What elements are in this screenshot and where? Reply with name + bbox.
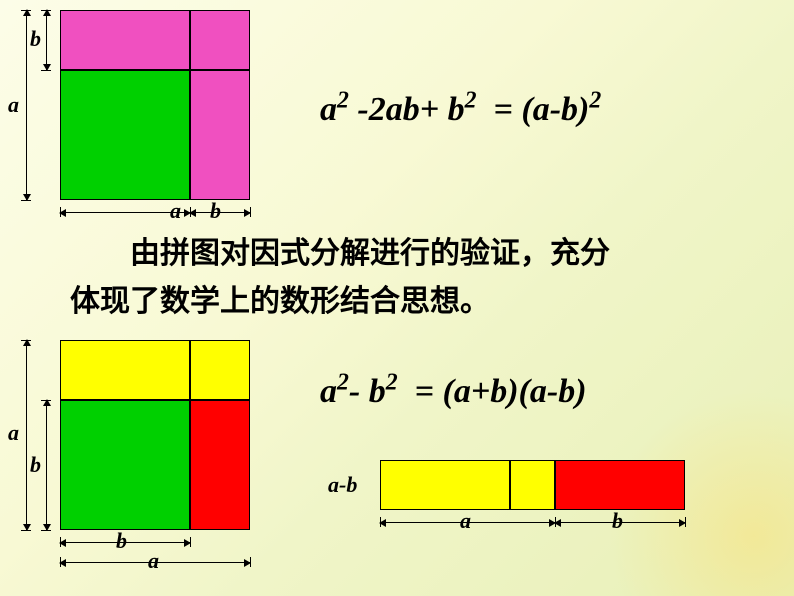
d1-label-a-left: a [8, 92, 19, 118]
d2-tick-a-top [21, 340, 31, 341]
d3-label-b-bottom: b [612, 508, 623, 534]
diagram-1 [60, 10, 250, 200]
d2-rect-top-right [190, 340, 250, 400]
d1-tick-a-top [21, 10, 31, 11]
diagram-3 [380, 460, 685, 510]
d1-rect-top-right [190, 10, 250, 70]
d2-label-a-bottom: a [148, 548, 159, 574]
d2-tick-ab-l [60, 557, 61, 567]
d3-label-ab-left: a-b [328, 472, 357, 498]
d1-dim-b-left [46, 10, 47, 70]
d2-rect-bottom-left [60, 400, 190, 530]
d1-rect-bottom-right [190, 70, 250, 200]
body-line-2: 体现了数学上的数形结合思想。 [70, 278, 750, 326]
background-decoration [594, 296, 794, 596]
d1-rect-top-left [60, 10, 190, 70]
d1-tick-b-top [41, 10, 51, 11]
body-line-1: 由拼图对因式分解进行的验证，充分 [70, 230, 750, 278]
d3-tick-a-l [380, 517, 381, 527]
formula-2-text: a2- b2 = (a+b)(a-b) [320, 373, 587, 410]
d2-label-a-left: a [8, 420, 19, 446]
d1-tick-b-bot [41, 70, 51, 71]
d1-tick-ab-l [60, 207, 61, 217]
d2-tick-bb-l [60, 537, 61, 547]
formula-1: a2 -2ab+ b2 = (a-b)2 [320, 88, 601, 129]
d3-rect-2 [510, 460, 555, 510]
d2-tick-bb-r [190, 537, 191, 547]
formula-2: a2- b2 = (a+b)(a-b) [320, 370, 587, 411]
d2-dim-a-left [26, 340, 27, 530]
d1-rect-bottom-left [60, 70, 190, 200]
d2-dim-b-left [46, 400, 47, 530]
d1-label-b-bottom: b [210, 198, 221, 224]
d3-rect-1 [380, 460, 510, 510]
d2-tick-b-top [41, 400, 51, 401]
d2-label-b-bottom: b [116, 528, 127, 554]
body-text: 由拼图对因式分解进行的验证，充分 体现了数学上的数形结合思想。 [70, 230, 750, 326]
formula-1-text: a2 -2ab+ b2 = (a-b)2 [320, 91, 601, 128]
diagram-2 [60, 340, 250, 530]
d2-tick-a-bot [21, 530, 31, 531]
d1-tick-bb-r [250, 207, 251, 217]
d1-label-b-left: b [30, 26, 41, 52]
d1-dim-a-left [26, 10, 27, 200]
d2-rect-bottom-right [190, 400, 250, 530]
d3-label-a-bottom: a [460, 508, 471, 534]
d3-tick-b-r [685, 517, 686, 527]
d2-tick-ab-r [250, 557, 251, 567]
d2-tick-b-bot [41, 530, 51, 531]
d1-label-a-bottom: a [170, 198, 181, 224]
d1-tick-a-bot [21, 200, 31, 201]
d2-rect-top-left [60, 340, 190, 400]
d2-label-b-left: b [30, 452, 41, 478]
d3-rect-3 [555, 460, 685, 510]
